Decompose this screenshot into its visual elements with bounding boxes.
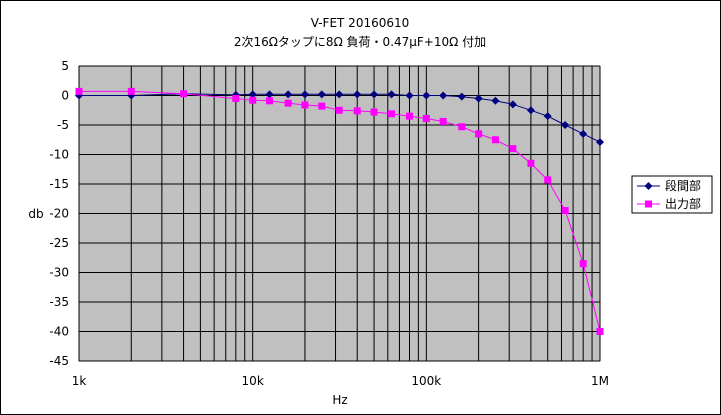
data-point: [508, 100, 517, 109]
data-point: [387, 110, 395, 118]
data-point: [439, 91, 448, 100]
data-point: [543, 112, 552, 121]
data-point: [596, 138, 604, 147]
data-point: [370, 90, 379, 99]
data-point: [596, 328, 604, 335]
y-tick-label: -40: [49, 325, 69, 339]
y-tick-label: -35: [49, 295, 69, 309]
data-point: [335, 106, 343, 114]
data-point: [232, 94, 240, 102]
data-point: [544, 176, 552, 184]
data-point: [579, 260, 587, 268]
data-point: [457, 92, 466, 101]
data-point: [491, 136, 499, 144]
data-point: [249, 96, 257, 104]
data-point: [284, 99, 292, 107]
chart-subtitle: 2次16Ωタップに8Ω 負荷・0.47μF+10Ω 付加: [234, 35, 486, 49]
chart-title: V-FET 20160610: [311, 16, 410, 30]
data-point: [645, 200, 652, 208]
y-tick-label: 0: [61, 89, 69, 103]
data-point: [318, 102, 326, 110]
y-tick-label: -5: [57, 118, 69, 132]
legend-label: 段間部: [665, 178, 701, 193]
data-point: [406, 112, 414, 120]
data-point: [527, 159, 535, 167]
data-point: [561, 207, 569, 215]
data-point: [370, 108, 378, 116]
data-point: [248, 90, 257, 99]
data-point: [422, 91, 431, 100]
data-point: [561, 121, 570, 129]
data-point: [458, 123, 466, 131]
data-point: [317, 90, 326, 99]
data-point: [491, 96, 500, 105]
series-layer: [75, 87, 604, 335]
y-tick-label: -15: [49, 177, 69, 191]
data-point: [526, 106, 535, 115]
data-point: [265, 97, 273, 105]
data-point: [353, 90, 362, 99]
y-axis-ticks: 5 0 -5 -10 -15 -20 -25 -30 -35 -40 -45: [49, 59, 69, 368]
y-tick-label: -45: [49, 354, 69, 368]
y-tick-label: -25: [49, 236, 69, 250]
y-tick-label: 5: [61, 59, 69, 73]
data-point: [579, 129, 588, 138]
x-tick-label: 1k: [72, 374, 87, 388]
y-tick-label: -10: [49, 148, 69, 162]
data-point: [353, 107, 361, 115]
data-point: [439, 117, 447, 125]
data-point: [475, 130, 483, 138]
y-tick-label: -30: [49, 266, 69, 280]
x-tick-label: 10k: [242, 374, 264, 388]
x-axis-label: Hz: [332, 393, 347, 407]
data-point: [509, 145, 517, 153]
data-point: [405, 91, 414, 100]
legend-label: 出力部: [665, 196, 701, 211]
data-point: [127, 87, 135, 95]
y-tick-label: -20: [49, 207, 69, 221]
data-point: [300, 90, 309, 99]
data-point: [301, 101, 309, 109]
x-tick-label: 100k: [411, 374, 441, 388]
y-axis-label: db: [28, 207, 43, 221]
data-point: [180, 90, 188, 98]
x-tick-label: 1M: [591, 374, 609, 388]
data-point: [75, 87, 83, 95]
data-point: [644, 182, 653, 190]
data-point: [335, 90, 344, 99]
data-point: [265, 90, 274, 99]
data-point: [422, 115, 430, 123]
x-axis-ticks: 1k 10k 100k 1M: [72, 374, 609, 388]
data-point: [387, 90, 396, 99]
data-point: [474, 94, 483, 103]
data-point: [284, 90, 293, 99]
